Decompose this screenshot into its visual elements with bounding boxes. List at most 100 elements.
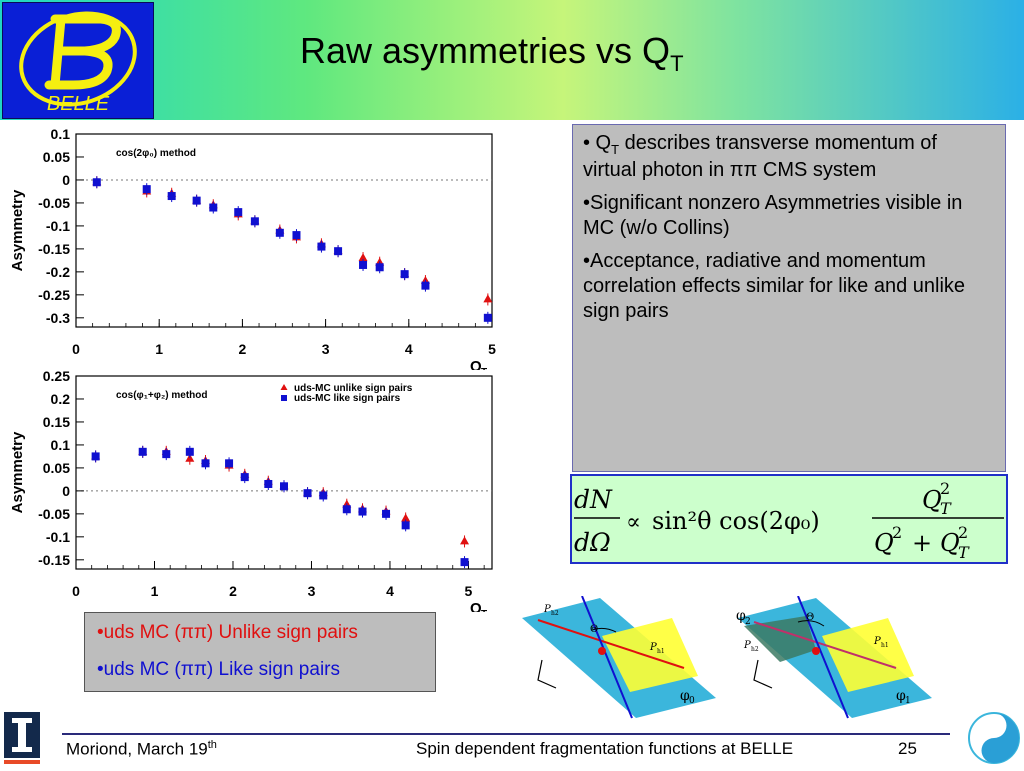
legend-marker-unlike xyxy=(280,384,288,390)
x-tick-label: 5 xyxy=(488,341,496,357)
bullet-qt: • QT describes transverse momentum of vi… xyxy=(583,132,937,182)
svg-text:2: 2 xyxy=(892,523,902,542)
svg-text:P: P xyxy=(743,640,751,651)
svg-text:Q: Q xyxy=(940,529,960,557)
title-banner xyxy=(0,0,1024,120)
svg-text:+: + xyxy=(912,529,932,557)
legend-entry: uds-MC like sign pairs xyxy=(294,393,401,404)
x-axis-label: Q xyxy=(470,358,482,370)
x-tick-label: 3 xyxy=(322,341,330,357)
x-tick-label: 4 xyxy=(405,341,413,357)
legend-like-sign: •uds MC (ππ) Like sign pairs xyxy=(97,659,340,680)
data-point-like xyxy=(185,447,194,456)
data-point-like xyxy=(400,270,409,279)
institute-logo xyxy=(966,710,1022,766)
data-point-unlike xyxy=(358,253,368,262)
method-annotation: cos(φ₁+φ₂) method xyxy=(116,390,208,401)
y-tick-label: 0.05 xyxy=(43,460,70,476)
y-tick-label: -0.25 xyxy=(38,287,70,303)
data-point-like xyxy=(292,231,301,240)
y-tick-label: 0.1 xyxy=(51,126,71,142)
svg-text:2: 2 xyxy=(958,523,968,542)
asymmetry-plot-cos2phi0: 0.10.050-0.05-0.1-0.15-0.2-0.25-0.30 1 2 3 4… xyxy=(9,126,496,370)
footer-venue: Moriond, March 19th xyxy=(66,739,217,759)
footer-divider xyxy=(62,733,950,735)
data-point-like xyxy=(317,242,326,251)
y-tick-label: 0.2 xyxy=(51,391,71,407)
data-point-like xyxy=(303,489,312,498)
x-tick-label: 2 xyxy=(239,341,247,357)
svg-text:h2: h2 xyxy=(751,646,759,653)
x-axis-label-sub: T xyxy=(481,609,487,612)
data-point-unlike xyxy=(460,536,470,545)
x-axis-label: Q xyxy=(470,600,482,612)
legend-unlike-sign: •uds MC (ππ) Unlike sign pairs xyxy=(97,622,358,643)
y-tick-label: 0 xyxy=(62,172,70,188)
y-tick-label: 0.05 xyxy=(43,149,70,165)
y-axis-label: Asymmetry xyxy=(9,189,26,271)
formula-numerator: dN xyxy=(574,485,613,514)
y-tick-label: -0.15 xyxy=(38,552,70,568)
data-point-like xyxy=(382,509,391,518)
svg-text:Q: Q xyxy=(922,486,942,514)
data-point-like xyxy=(192,196,201,205)
x-tick-label: 1 xyxy=(151,583,159,599)
legend-marker-like xyxy=(281,395,287,401)
svg-text:T: T xyxy=(940,499,952,518)
data-point-like xyxy=(264,479,273,488)
x-tick-label: 1 xyxy=(155,341,163,357)
y-axis-label: Asymmetry xyxy=(9,431,26,513)
data-point-like xyxy=(167,192,176,201)
svg-text:h1: h1 xyxy=(657,648,665,655)
illinois-logo xyxy=(4,712,40,764)
data-point-unlike xyxy=(401,513,411,522)
data-point-like xyxy=(342,505,351,514)
svg-text:0: 0 xyxy=(689,696,695,706)
y-tick-label: -0.3 xyxy=(46,310,70,326)
data-point-like xyxy=(375,263,384,272)
data-point-like xyxy=(401,521,410,530)
formula-box: dN dΩ ∝ sin²θ cos(2φ₀) Q 2 T Q 2 + Q 2 T xyxy=(570,474,1008,564)
x-tick-label: 3 xyxy=(308,583,316,599)
svg-text:1: 1 xyxy=(905,696,911,706)
data-point-unlike xyxy=(483,294,493,303)
svg-text:P: P xyxy=(543,604,551,615)
data-point-like xyxy=(280,482,288,491)
belle-logo: BELLE xyxy=(2,2,154,119)
svg-text:P: P xyxy=(649,642,657,653)
y-tick-label: -0.05 xyxy=(38,506,70,522)
data-point-like xyxy=(162,450,171,459)
data-point-like xyxy=(138,447,147,456)
y-tick-label: -0.05 xyxy=(38,195,70,211)
data-point-like xyxy=(92,178,101,187)
x-tick-label: 0 xyxy=(72,341,80,357)
svg-text:φ: φ xyxy=(736,608,746,624)
x-tick-label: 5 xyxy=(465,583,473,599)
x-tick-label: 0 xyxy=(72,583,80,599)
data-point-like xyxy=(240,473,249,482)
x-tick-label: 4 xyxy=(386,583,394,599)
data-point-like xyxy=(142,185,151,194)
y-tick-label: 0.25 xyxy=(43,368,70,384)
data-point-like xyxy=(319,491,328,500)
bullet-text-box: • QT describes transverse momentum of vi… xyxy=(572,124,1006,472)
data-point-like xyxy=(201,459,210,468)
plot-frame xyxy=(75,133,493,328)
data-point-like xyxy=(91,452,100,461)
svg-text:h2: h2 xyxy=(551,610,559,617)
svg-text:Q: Q xyxy=(874,529,894,557)
formula-denominator: dΩ xyxy=(574,528,611,557)
page-title: Raw asymmetries vs QT xyxy=(300,30,684,76)
data-point-like xyxy=(234,208,243,217)
legend-entry: uds-MC unlike sign pairs xyxy=(294,383,413,394)
asymmetry-plot-cos-phi1-phi2: 0.250.20.150.10.050-0.05-0.1-0.150 1 2 3 4 5A… xyxy=(9,368,493,612)
svg-text:2: 2 xyxy=(745,617,751,627)
plot-frame xyxy=(75,375,493,570)
y-tick-label: 0.15 xyxy=(43,414,70,430)
kinematics-diagram-phi0: P h2 Θ P h1 φ 0 xyxy=(522,596,716,719)
svg-text:Θ: Θ xyxy=(590,624,598,635)
svg-text:Θ: Θ xyxy=(806,612,814,623)
data-point-like xyxy=(209,203,218,212)
svg-text:P: P xyxy=(873,636,881,647)
y-tick-label: 0.1 xyxy=(51,437,71,453)
